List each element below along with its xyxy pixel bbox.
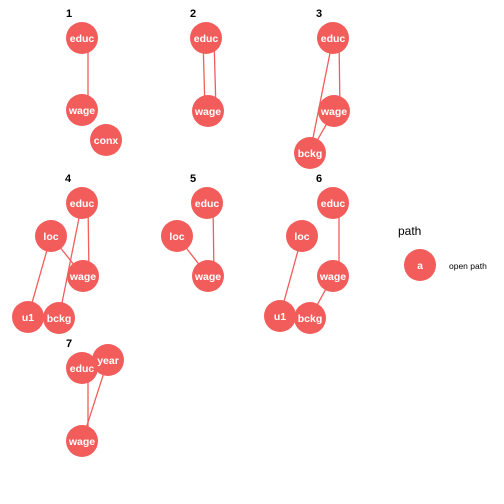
node-u1 — [12, 301, 44, 333]
node-label-wage: wage — [320, 106, 347, 118]
node-label-conx: conx — [94, 135, 119, 147]
legend-title: path — [398, 224, 421, 238]
node-label-bckg: bckg — [298, 313, 323, 325]
node-wage — [317, 260, 349, 292]
node-label-loc: loc — [294, 231, 309, 243]
node-bckg — [43, 302, 75, 334]
edge-educ-wage — [211, 45, 220, 107]
node-year — [92, 344, 124, 376]
node-bckg — [294, 302, 326, 334]
node-wage — [67, 260, 99, 292]
node-label-wage: wage — [194, 271, 221, 283]
legend-item-label: open path — [449, 261, 487, 271]
panel-5: 5 educ loc wage — [161, 173, 224, 292]
node-label-wage: wage — [69, 271, 96, 283]
edge-bckg-educ — [310, 41, 335, 146]
node-u1 — [264, 300, 296, 332]
node-label-educ: educ — [195, 198, 220, 210]
node-label-bckg: bckg — [47, 313, 72, 325]
node-label-year: year — [97, 355, 119, 367]
panel-label: 5 — [190, 173, 196, 185]
node-label-educ: educ — [321, 198, 346, 210]
panel-2: 2 educ wage — [190, 8, 224, 127]
panels-layer: 1 educ wage conx 2 educ wage 3 educ wage bckg 4 educ… — [12, 8, 350, 457]
panel-4: 4 educ loc wage u1 bckg — [12, 173, 99, 334]
node-label-loc: loc — [43, 231, 58, 243]
legend: path a open path — [398, 224, 487, 281]
node-bckg — [294, 137, 326, 169]
node-label-wage: wage — [194, 106, 221, 118]
node-conx — [90, 124, 122, 156]
panel-3: 3 educ wage bckg — [294, 8, 350, 169]
node-wage — [192, 260, 224, 292]
node-educ — [317, 187, 349, 219]
edge-u1-loc — [29, 239, 52, 310]
edge-year-wage — [81, 367, 107, 438]
node-wage — [66, 94, 98, 126]
node-loc — [286, 220, 318, 252]
node-label-educ: educ — [194, 33, 219, 45]
node-label-educ: educ — [70, 198, 95, 210]
node-label-loc: loc — [169, 231, 184, 243]
node-label-educ: educ — [70, 33, 95, 45]
node-label-u1: u1 — [22, 312, 34, 324]
legend-key-label: a — [417, 260, 423, 272]
legend-key-node — [404, 249, 436, 281]
node-label-wage: wage — [68, 436, 95, 448]
panel-label: 7 — [66, 338, 72, 350]
node-wage — [318, 95, 350, 127]
node-loc — [35, 220, 67, 252]
node-educ — [66, 352, 98, 384]
node-label-bckg: bckg — [298, 148, 323, 160]
panel-label: 2 — [190, 8, 196, 20]
node-educ — [191, 187, 223, 219]
edge-bckg-educ — [59, 206, 84, 311]
node-label-wage: wage — [319, 271, 346, 283]
node-label-u1: u1 — [274, 311, 286, 323]
node-educ — [66, 187, 98, 219]
node-loc — [161, 220, 193, 252]
panel-label: 4 — [65, 173, 72, 185]
node-wage — [66, 425, 98, 457]
node-educ — [317, 22, 349, 54]
edge-u1-loc — [281, 239, 303, 309]
panel-label: 1 — [66, 8, 72, 20]
node-wage — [192, 95, 224, 127]
panel-6: 6 educ loc wage u1 bckg — [264, 173, 349, 334]
node-label-educ: educ — [70, 363, 95, 375]
panel-1: 1 educ wage conx — [66, 8, 122, 156]
node-educ — [190, 22, 222, 54]
node-label-educ: educ — [321, 33, 346, 45]
node-educ — [66, 22, 98, 54]
panel-label: 3 — [316, 8, 322, 20]
node-label-wage: wage — [68, 105, 95, 117]
panel-label: 6 — [316, 173, 322, 185]
